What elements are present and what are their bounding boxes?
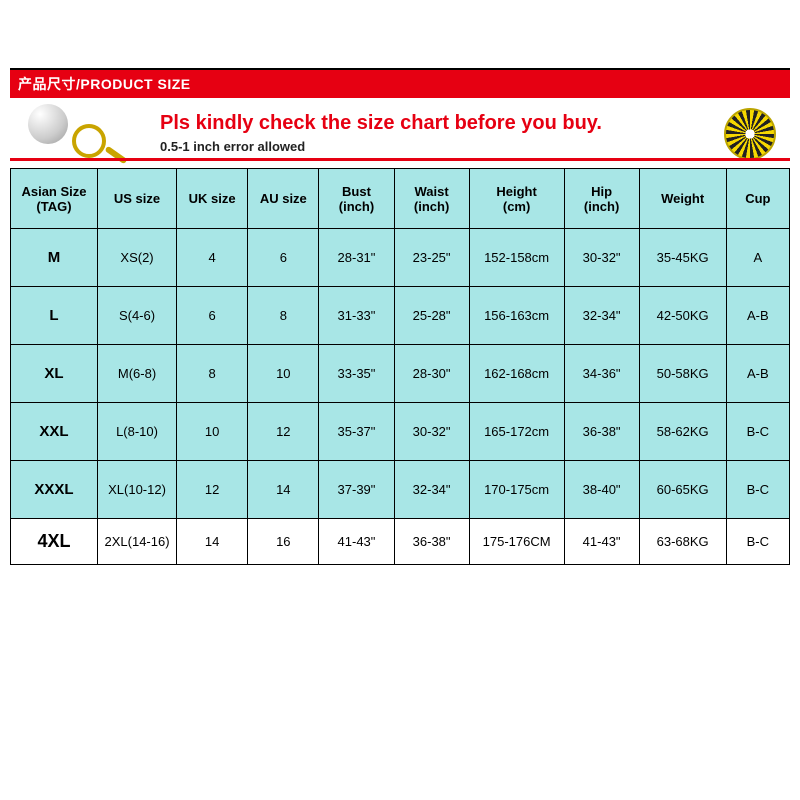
table-cell: A-B xyxy=(726,287,789,345)
th-waist: Waist(inch) xyxy=(394,169,469,229)
table-cell: 14 xyxy=(177,519,248,565)
th-us-size: US size xyxy=(97,169,176,229)
table-cell: 4XL xyxy=(11,519,98,565)
th-weight: Weight xyxy=(639,169,726,229)
table-cell: 30-32" xyxy=(564,229,639,287)
table-cell: 6 xyxy=(248,229,319,287)
table-cell: B-C xyxy=(726,519,789,565)
table-cell: 63-68KG xyxy=(639,519,726,565)
th-hip: Hip(inch) xyxy=(564,169,639,229)
table-cell: 162-168cm xyxy=(469,345,564,403)
table-cell: 37-39" xyxy=(319,461,394,519)
notice-sub: 0.5-1 inch error allowed xyxy=(160,139,602,154)
table-cell: 25-28" xyxy=(394,287,469,345)
th-height: Height(cm) xyxy=(469,169,564,229)
table-cell: 152-158cm xyxy=(469,229,564,287)
notice-area: Pls kindly check the size chart before y… xyxy=(10,98,790,168)
table-cell: 36-38" xyxy=(564,403,639,461)
table-cell: 175-176CM xyxy=(469,519,564,565)
table-cell: 30-32" xyxy=(394,403,469,461)
table-cell: 14 xyxy=(248,461,319,519)
titlebar: 产品尺寸/PRODUCT SIZE xyxy=(10,70,790,98)
table-cell: 2XL(14-16) xyxy=(97,519,176,565)
size-table: Asian Size(TAG) US size UK size AU size … xyxy=(10,168,790,565)
notice-text: Pls kindly check the size chart before y… xyxy=(160,112,602,154)
table-row: XLM(6-8)81033-35"28-30"162-168cm34-36"50… xyxy=(11,345,790,403)
th-asian-size: Asian Size(TAG) xyxy=(11,169,98,229)
th-au-size: AU size xyxy=(248,169,319,229)
table-cell: 6 xyxy=(177,287,248,345)
table-cell: L(8-10) xyxy=(97,403,176,461)
table-cell: XL(10-12) xyxy=(97,461,176,519)
table-cell: 33-35" xyxy=(319,345,394,403)
table-row: LS(4-6)6831-33"25-28"156-163cm32-34"42-5… xyxy=(11,287,790,345)
table-cell: 50-58KG xyxy=(639,345,726,403)
table-cell: 28-30" xyxy=(394,345,469,403)
table-cell: S(4-6) xyxy=(97,287,176,345)
th-uk-size: UK size xyxy=(177,169,248,229)
table-cell: XXXL xyxy=(11,461,98,519)
table-row: XXXLXL(10-12)121437-39"32-34"170-175cm38… xyxy=(11,461,790,519)
table-cell: 28-31" xyxy=(319,229,394,287)
table-cell: XL xyxy=(11,345,98,403)
table-cell: 31-33" xyxy=(319,287,394,345)
table-cell: 10 xyxy=(177,403,248,461)
th-cup: Cup xyxy=(726,169,789,229)
table-cell: M(6-8) xyxy=(97,345,176,403)
th-bust: Bust(inch) xyxy=(319,169,394,229)
size-chart-frame: 产品尺寸/PRODUCT SIZE Pls kindly check the s… xyxy=(10,68,790,565)
table-cell: 32-34" xyxy=(394,461,469,519)
table-cell: 10 xyxy=(248,345,319,403)
table-cell: 38-40" xyxy=(564,461,639,519)
table-cell: 32-34" xyxy=(564,287,639,345)
table-cell: A-B xyxy=(726,345,789,403)
table-cell: 41-43" xyxy=(564,519,639,565)
divider-line xyxy=(10,158,790,161)
table-row: 4XL2XL(14-16)141641-43"36-38"175-176CM41… xyxy=(11,519,790,565)
table-cell: 8 xyxy=(177,345,248,403)
table-cell: 12 xyxy=(248,403,319,461)
table-cell: A xyxy=(726,229,789,287)
table-cell: XXL xyxy=(11,403,98,461)
measuring-tape-icon xyxy=(724,108,776,160)
table-cell: 8 xyxy=(248,287,319,345)
titlebar-text: 产品尺寸/PRODUCT SIZE xyxy=(18,76,191,92)
mascot-magnifier-icon xyxy=(28,104,138,160)
table-cell: 156-163cm xyxy=(469,287,564,345)
table-cell: 58-62KG xyxy=(639,403,726,461)
table-cell: 170-175cm xyxy=(469,461,564,519)
notice-main: Pls kindly check the size chart before y… xyxy=(160,112,602,135)
table-cell: 165-172cm xyxy=(469,403,564,461)
table-cell: XS(2) xyxy=(97,229,176,287)
table-cell: 12 xyxy=(177,461,248,519)
table-cell: 60-65KG xyxy=(639,461,726,519)
table-cell: 23-25" xyxy=(394,229,469,287)
table-cell: M xyxy=(11,229,98,287)
table-header-row: Asian Size(TAG) US size UK size AU size … xyxy=(11,169,790,229)
table-row: XXLL(8-10)101235-37"30-32"165-172cm36-38… xyxy=(11,403,790,461)
table-cell: 36-38" xyxy=(394,519,469,565)
table-cell: 41-43" xyxy=(319,519,394,565)
table-cell: 34-36" xyxy=(564,345,639,403)
table-cell: 4 xyxy=(177,229,248,287)
table-cell: 35-37" xyxy=(319,403,394,461)
table-cell: 42-50KG xyxy=(639,287,726,345)
table-cell: 16 xyxy=(248,519,319,565)
table-cell: L xyxy=(11,287,98,345)
table-row: MXS(2)4628-31"23-25"152-158cm30-32"35-45… xyxy=(11,229,790,287)
table-cell: B-C xyxy=(726,461,789,519)
table-cell: B-C xyxy=(726,403,789,461)
table-cell: 35-45KG xyxy=(639,229,726,287)
